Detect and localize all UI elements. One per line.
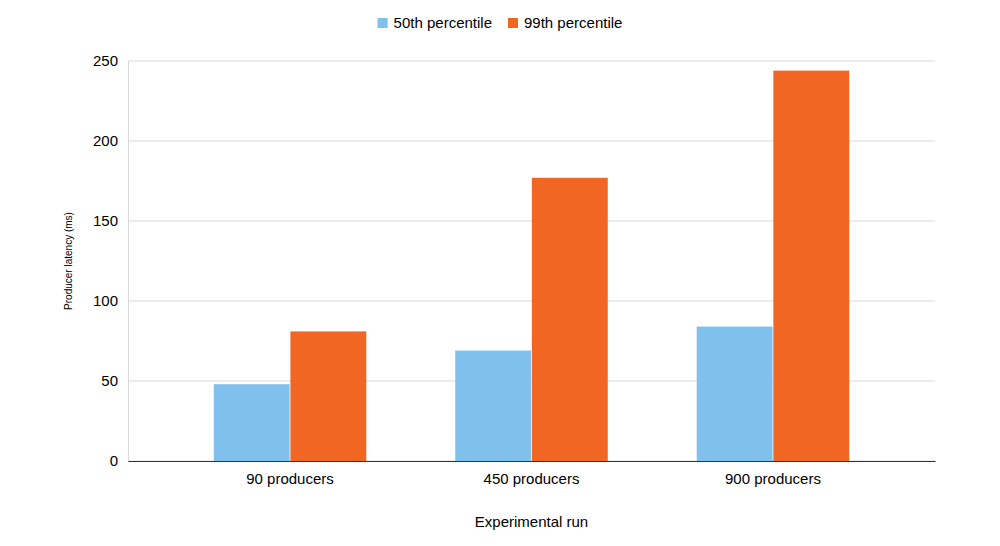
y-tick-label: 100 xyxy=(93,292,118,309)
y-tick: 250 xyxy=(93,52,128,69)
y-axis-title: Producer latency (ms) xyxy=(63,212,74,310)
bar xyxy=(214,384,290,461)
bar xyxy=(773,71,849,461)
grid xyxy=(128,61,935,461)
bar xyxy=(455,351,531,461)
legend-label: 99th percentile xyxy=(524,14,622,31)
y-tick-label: 50 xyxy=(101,372,118,389)
y-tick-label: 250 xyxy=(93,52,118,69)
legend-swatch xyxy=(378,18,388,28)
x-tick: 450 producers xyxy=(484,461,580,487)
bars xyxy=(214,71,849,461)
bar xyxy=(697,327,773,461)
x-tick-label: 900 producers xyxy=(725,470,821,487)
legend-item: 99th percentile xyxy=(508,14,622,31)
y-tick: 100 xyxy=(93,292,128,309)
x-axis-title: Experimental run xyxy=(475,513,588,530)
y-tick: 200 xyxy=(93,132,128,149)
y-axis-line xyxy=(128,62,129,462)
y-tick: 0 xyxy=(110,452,128,469)
bar xyxy=(290,331,366,461)
grid-line xyxy=(128,61,935,62)
legend-label: 50th percentile xyxy=(394,14,492,31)
x-tick: 900 producers xyxy=(725,461,821,487)
x-tick: 90 producers xyxy=(246,461,334,487)
y-tick-label: 200 xyxy=(93,132,118,149)
bar xyxy=(532,178,608,461)
legend-swatch xyxy=(508,18,518,28)
legend-item: 50th percentile xyxy=(378,14,492,31)
x-axis-line xyxy=(129,461,936,462)
legend: 50th percentile 99th percentile xyxy=(378,14,623,31)
x-tick-label: 90 producers xyxy=(246,470,334,487)
y-tick: 150 xyxy=(93,212,128,229)
chart: 0 50 100 150 200 250 90 producers 450 producers… xyxy=(0,0,1000,546)
y-tick-label: 150 xyxy=(93,212,118,229)
y-tick-label: 0 xyxy=(110,452,118,469)
x-axis: 90 producers 450 producers 900 producers xyxy=(129,461,936,487)
y-tick: 50 xyxy=(101,372,128,389)
x-tick-label: 450 producers xyxy=(484,470,580,487)
y-axis: 0 50 100 150 200 250 xyxy=(93,52,129,469)
